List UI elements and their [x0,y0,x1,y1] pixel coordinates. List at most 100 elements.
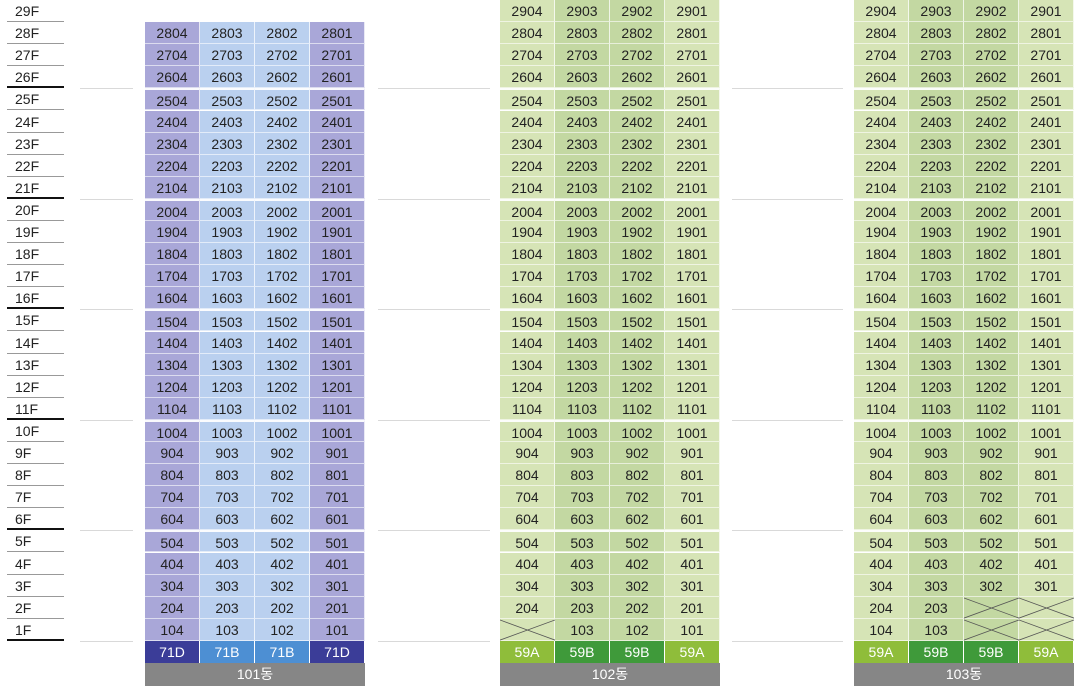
unit-cell[interactable]: 604 [854,508,909,531]
unit-cell[interactable]: 301 [665,574,720,597]
unit-cell[interactable]: 404 [500,552,555,575]
unit-cell[interactable]: 1004 [500,419,555,442]
unit-cell[interactable]: 704 [145,486,200,509]
unit-cell[interactable]: 2304 [500,132,555,155]
unit-cell[interactable]: 2504 [854,88,909,111]
unit-cell[interactable]: 2902 [964,0,1019,23]
unit-cell[interactable]: 1804 [145,243,200,266]
unit-cell[interactable]: 1802 [964,243,1019,266]
unit-cell[interactable]: 1501 [1019,309,1074,332]
unit-cell[interactable]: 1201 [665,375,720,398]
unit-cell[interactable]: 2803 [555,22,610,45]
unit-cell[interactable]: 1801 [1019,243,1074,266]
unit-cell[interactable]: 903 [200,442,255,465]
unit-cell[interactable]: 1503 [909,309,964,332]
unit-cell[interactable]: 2901 [665,0,720,23]
unit-cell[interactable]: 1204 [854,375,909,398]
unit-cell[interactable]: 404 [145,552,200,575]
unit-cell[interactable]: 1301 [310,353,365,376]
unit-cell[interactable]: 2304 [145,132,200,155]
unit-cell[interactable]: 2804 [500,22,555,45]
unit-cell[interactable]: 1404 [500,331,555,354]
unit-cell[interactable]: 2402 [964,110,1019,133]
unit-cell[interactable]: 601 [1019,508,1074,531]
unit-cell[interactable]: 1702 [610,265,665,288]
unit-cell[interactable]: 402 [610,552,665,575]
unit-cell[interactable]: 1902 [610,221,665,244]
unit-cell[interactable]: 202 [255,596,310,619]
unit-cell[interactable]: 2304 [854,132,909,155]
unit-cell[interactable]: 704 [854,486,909,509]
unit-cell[interactable]: 2803 [200,22,255,45]
unit-cell[interactable]: 1701 [1019,265,1074,288]
unit-cell[interactable]: 904 [145,442,200,465]
unit-cell[interactable]: 1903 [555,221,610,244]
unit-cell[interactable]: 1301 [1019,353,1074,376]
unit-cell[interactable]: 604 [500,508,555,531]
unit-cell[interactable]: 2401 [310,110,365,133]
unit-cell[interactable]: 2704 [145,44,200,67]
unit-cell[interactable]: 104 [854,618,909,641]
unit-cell[interactable]: 1404 [854,331,909,354]
unit-cell[interactable]: 103 [555,618,610,641]
unit-cell[interactable]: 603 [200,508,255,531]
unit-cell[interactable]: 2701 [1019,44,1074,67]
unit-cell[interactable]: 1001 [1019,419,1074,442]
unit-cell[interactable]: 403 [200,552,255,575]
unit-cell[interactable]: 2301 [310,132,365,155]
unit-cell[interactable]: 2103 [909,176,964,199]
unit-cell[interactable]: 901 [310,442,365,465]
unit-cell[interactable]: 1903 [200,221,255,244]
unit-cell[interactable]: 1904 [854,221,909,244]
unit-cell[interactable]: 2202 [255,154,310,177]
unit-cell[interactable]: 2004 [145,198,200,221]
unit-cell[interactable]: 1201 [310,375,365,398]
unit-cell[interactable]: 2104 [500,176,555,199]
unit-cell[interactable]: 2001 [1019,198,1074,221]
unit-cell[interactable]: 1403 [200,331,255,354]
unit-cell[interactable]: 2702 [610,44,665,67]
unit-cell[interactable]: 1003 [200,419,255,442]
unit-cell[interactable]: 203 [555,596,610,619]
unit-cell[interactable]: 2403 [555,110,610,133]
unit-cell[interactable]: 1301 [665,353,720,376]
unit-cell[interactable]: 2101 [310,176,365,199]
unit-cell[interactable]: 802 [255,464,310,487]
unit-cell[interactable]: 102 [255,618,310,641]
unit-cell[interactable]: 2902 [610,0,665,23]
unit-cell[interactable]: 1002 [255,419,310,442]
unit-cell[interactable]: 304 [145,574,200,597]
unit-cell[interactable]: 2203 [909,154,964,177]
unit-cell[interactable]: 2603 [909,66,964,89]
unit-cell[interactable]: 2604 [854,66,909,89]
unit-cell[interactable]: 1303 [555,353,610,376]
unit-cell[interactable]: 504 [145,530,200,553]
unit-cell[interactable]: 2303 [200,132,255,155]
unit-cell[interactable]: 2103 [555,176,610,199]
unit-cell[interactable]: 2102 [255,176,310,199]
unit-cell[interactable]: 2303 [909,132,964,155]
unit-cell[interactable]: 2704 [854,44,909,67]
unit-cell[interactable]: 2601 [665,66,720,89]
unit-cell[interactable]: 304 [500,574,555,597]
unit-cell[interactable]: 1102 [610,397,665,420]
unit-cell[interactable]: 1504 [145,309,200,332]
unit-cell[interactable]: 1203 [555,375,610,398]
unit-cell[interactable]: 202 [610,596,665,619]
unit-cell[interactable]: 1003 [555,419,610,442]
unit-cell[interactable]: 203 [200,596,255,619]
unit-cell[interactable]: 2702 [255,44,310,67]
unit-cell[interactable]: 1304 [854,353,909,376]
unit-cell[interactable]: 601 [665,508,720,531]
unit-cell[interactable]: 2004 [500,198,555,221]
unit-cell[interactable]: 2101 [665,176,720,199]
unit-cell[interactable]: 502 [255,530,310,553]
unit-cell[interactable]: 2703 [909,44,964,67]
unit-cell[interactable]: 803 [200,464,255,487]
unit-cell[interactable]: 1802 [610,243,665,266]
unit-cell[interactable]: 2603 [555,66,610,89]
unit-cell[interactable]: 1103 [555,397,610,420]
unit-cell[interactable]: 901 [1019,442,1074,465]
unit-cell[interactable]: 504 [500,530,555,553]
unit-cell[interactable]: 1903 [909,221,964,244]
